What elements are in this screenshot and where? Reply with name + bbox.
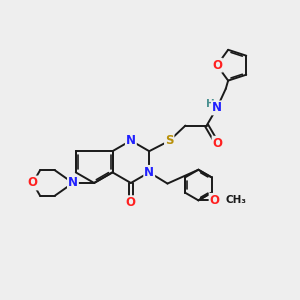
- Text: CH₃: CH₃: [226, 195, 247, 205]
- Text: O: O: [126, 196, 136, 209]
- Text: N: N: [212, 101, 222, 114]
- Text: N: N: [144, 166, 154, 179]
- Text: H: H: [206, 99, 215, 110]
- Text: N: N: [68, 176, 78, 190]
- Text: S: S: [165, 134, 173, 147]
- Text: O: O: [28, 176, 38, 190]
- Text: N: N: [126, 134, 136, 147]
- Text: O: O: [212, 137, 223, 150]
- Text: O: O: [212, 59, 222, 72]
- Text: O: O: [210, 194, 220, 207]
